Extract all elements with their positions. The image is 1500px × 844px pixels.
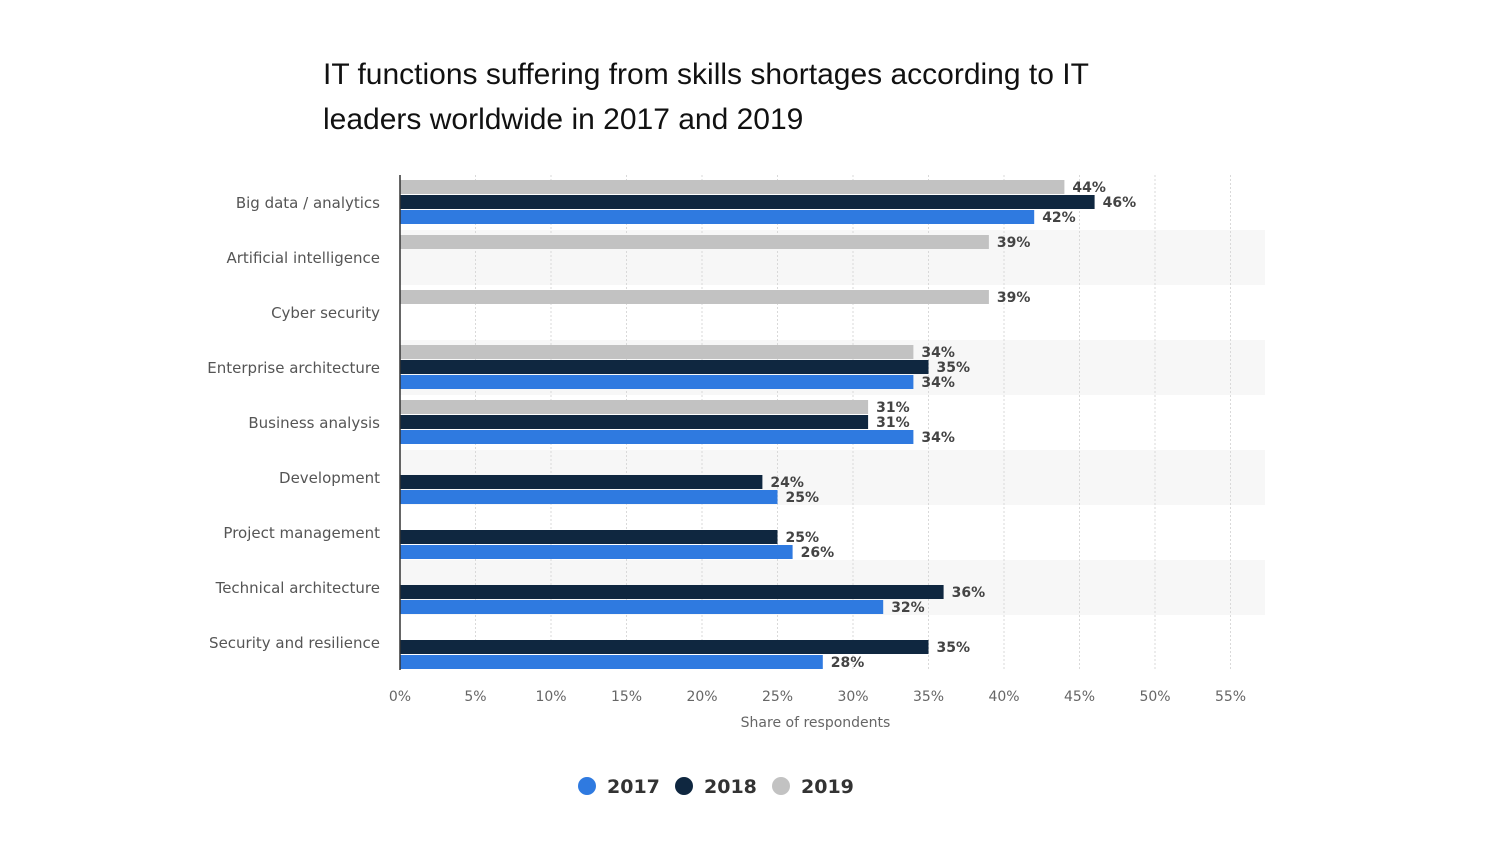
chart-title: IT functions suffering from skills short… [323, 58, 1089, 136]
value-label: 39% [997, 290, 1031, 306]
bar-2017 [400, 600, 884, 614]
bar-2019 [400, 235, 989, 249]
x-tick-label: 35% [913, 689, 944, 705]
x-tick-labels: 0% 5% 10% 15% 20% 25% 30% 35% 40% 45% 50% 55% [389, 689, 1246, 705]
value-label: 26% [801, 545, 835, 561]
value-label: 39% [997, 235, 1031, 251]
x-tick-label: 5% [464, 689, 486, 705]
legend-label: 2019 [801, 776, 854, 798]
category-label: Big data / analytics [236, 194, 380, 212]
value-labels: 44%46%42%39%39%34%35%34%31%31%34%24%25%2… [770, 180, 1136, 671]
value-label: 34% [921, 375, 955, 391]
x-tick-label: 10% [535, 689, 566, 705]
x-axis-title: Share of respondents [741, 715, 891, 731]
x-tick-label: 40% [988, 689, 1019, 705]
legend-item-2019[interactable]: 2019 [772, 776, 854, 798]
bar-2017 [400, 375, 914, 389]
value-label: 36% [952, 585, 986, 601]
bar-2019 [400, 345, 914, 359]
value-label: 34% [921, 430, 955, 446]
category-label: Project management [223, 524, 380, 542]
category-label: Artificial intelligence [227, 249, 381, 267]
legend: 2017 2018 2019 [578, 776, 854, 798]
bar-2019 [400, 180, 1065, 194]
category-label: Enterprise architecture [207, 359, 380, 377]
x-tick-label: 50% [1139, 689, 1170, 705]
value-label: 24% [770, 475, 804, 491]
bar-2017 [400, 490, 778, 504]
legend-item-2017[interactable]: 2017 [578, 776, 660, 798]
bar-2017 [400, 210, 1035, 224]
bars [400, 180, 1095, 669]
value-label: 31% [876, 400, 910, 416]
legend-marker [675, 777, 693, 795]
x-tick-label: 0% [389, 689, 411, 705]
bar-2017 [400, 655, 823, 669]
bar-2017 [400, 430, 914, 444]
bar-2018 [400, 475, 763, 489]
value-label: 25% [786, 530, 820, 546]
category-label: Business analysis [248, 414, 380, 432]
bar-2018 [400, 530, 778, 544]
value-label: 35% [937, 640, 971, 656]
value-label: 32% [891, 600, 925, 616]
bar-2018 [400, 360, 929, 374]
bar-2018 [400, 415, 869, 429]
x-tick-label: 25% [762, 689, 793, 705]
legend-marker [578, 777, 596, 795]
value-label: 46% [1103, 195, 1137, 211]
bar-2017 [400, 545, 793, 559]
x-tick-label: 30% [837, 689, 868, 705]
category-label: Technical architecture [215, 579, 380, 597]
bar-2019 [400, 400, 869, 414]
value-label: 42% [1042, 210, 1076, 226]
x-tick-label: 20% [686, 689, 717, 705]
value-label: 35% [937, 360, 971, 376]
legend-label: 2018 [704, 776, 757, 798]
bar-2018 [400, 585, 944, 599]
value-label: 28% [831, 655, 865, 671]
category-label: Development [279, 469, 380, 487]
bar-2019 [400, 290, 989, 304]
x-tick-label: 45% [1064, 689, 1095, 705]
category-labels: Big data / analytics Artificial intellige… [207, 194, 380, 652]
value-label: 44% [1072, 180, 1106, 196]
legend-label: 2017 [607, 776, 660, 798]
legend-item-2018[interactable]: 2018 [675, 776, 757, 798]
x-tick-label: 15% [611, 689, 642, 705]
bar-2018 [400, 640, 929, 654]
value-label: 25% [786, 490, 820, 506]
value-label: 31% [876, 415, 910, 431]
bar-2018 [400, 195, 1095, 209]
value-label: 34% [921, 345, 955, 361]
category-label: Cyber security [271, 304, 380, 322]
category-label: Security and resilience [209, 634, 380, 652]
x-tick-label: 55% [1215, 689, 1246, 705]
legend-marker [772, 777, 790, 795]
